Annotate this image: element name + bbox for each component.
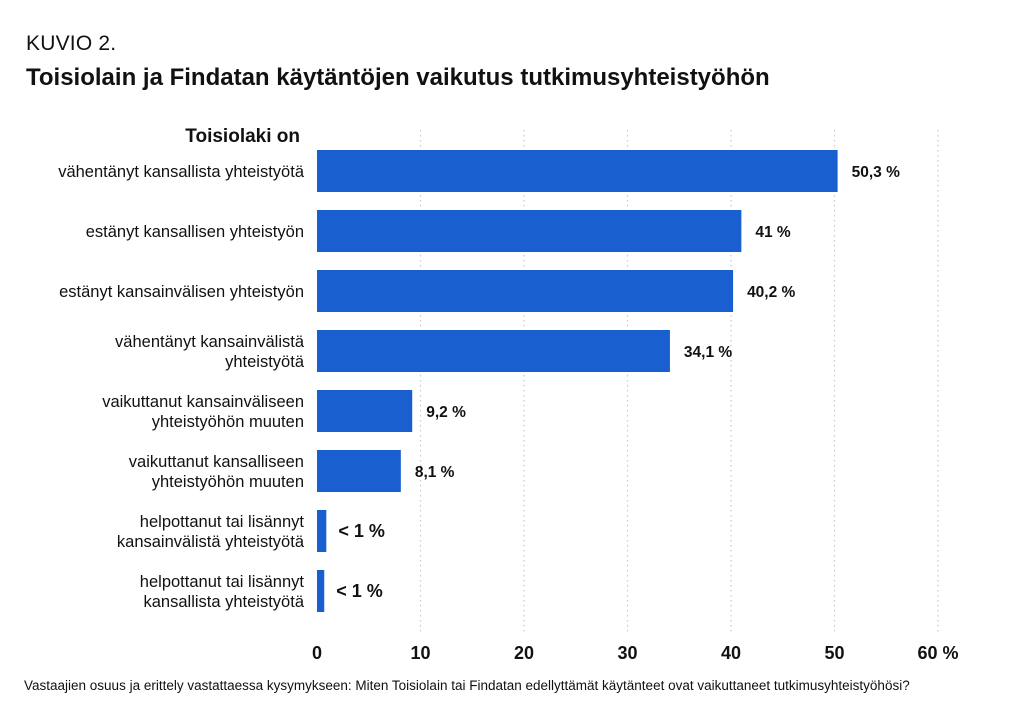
category-header: Toisiolaki on xyxy=(185,126,300,147)
x-axis-ticks: 0 10 20 30 40 50 60 % xyxy=(312,643,959,663)
value-labels: 50,3 % 41 % 40,2 % 34,1 % 9,2 % 8,1 % < 1 % < 1… xyxy=(336,164,900,601)
x-tick-label: 20 xyxy=(514,643,534,663)
bar xyxy=(317,150,838,192)
category-label: vaikuttanut kansainväliseen xyxy=(102,393,304,411)
bars xyxy=(317,150,838,612)
x-tick-label: 50 xyxy=(824,643,844,663)
x-tick-label: 0 xyxy=(312,643,322,663)
value-label: < 1 % xyxy=(336,581,383,601)
category-label: kansallista yhteistyötä xyxy=(144,593,305,611)
bar xyxy=(317,330,670,372)
x-tick-label: 40 xyxy=(721,643,741,663)
category-label: estänyt kansainvälisen yhteistyön xyxy=(59,283,304,301)
value-label: 50,3 % xyxy=(852,164,900,181)
x-tick-label: 30 xyxy=(617,643,637,663)
bar xyxy=(317,390,413,432)
x-tick-label: 60 % xyxy=(917,643,958,663)
category-label: kansainvälistä yhteistyötä xyxy=(117,533,305,551)
gridlines xyxy=(419,130,939,632)
value-label: 34,1 % xyxy=(684,344,732,361)
value-label: < 1 % xyxy=(338,521,385,541)
bar-chart: vähentänyt kansallista yhteistyötä estäny… xyxy=(58,126,959,663)
category-label: yhteistyötä xyxy=(225,353,305,371)
value-label: 40,2 % xyxy=(747,284,795,301)
category-label: vaikuttanut kansalliseen xyxy=(129,453,304,471)
bar xyxy=(317,510,327,552)
value-label: 41 % xyxy=(755,224,791,241)
bar xyxy=(317,270,734,312)
category-label: yhteistyöhön muuten xyxy=(152,473,304,491)
bar xyxy=(317,570,325,612)
category-label: estänyt kansallisen yhteistyön xyxy=(86,223,304,241)
category-label: vähentänyt kansallista yhteistyötä xyxy=(58,163,305,181)
bar xyxy=(317,210,742,252)
chart-title: Toisiolain ja Findatan käytäntöjen vaiku… xyxy=(26,64,770,91)
footnote: Vastaajien osuus ja erittely vastattaess… xyxy=(24,678,910,693)
category-labels: vähentänyt kansallista yhteistyötä estäny… xyxy=(58,163,305,611)
category-label: vähentänyt kansainvälistä xyxy=(115,333,305,351)
category-label: yhteistyöhön muuten xyxy=(152,413,304,431)
category-label: helpottanut tai lisännyt xyxy=(140,573,305,591)
value-label: 9,2 % xyxy=(426,404,466,421)
category-label: helpottanut tai lisännyt xyxy=(140,513,305,531)
x-tick-label: 10 xyxy=(410,643,430,663)
value-label: 8,1 % xyxy=(415,464,455,481)
figure-label: KUVIO 2. xyxy=(26,32,117,55)
bar xyxy=(317,450,401,492)
